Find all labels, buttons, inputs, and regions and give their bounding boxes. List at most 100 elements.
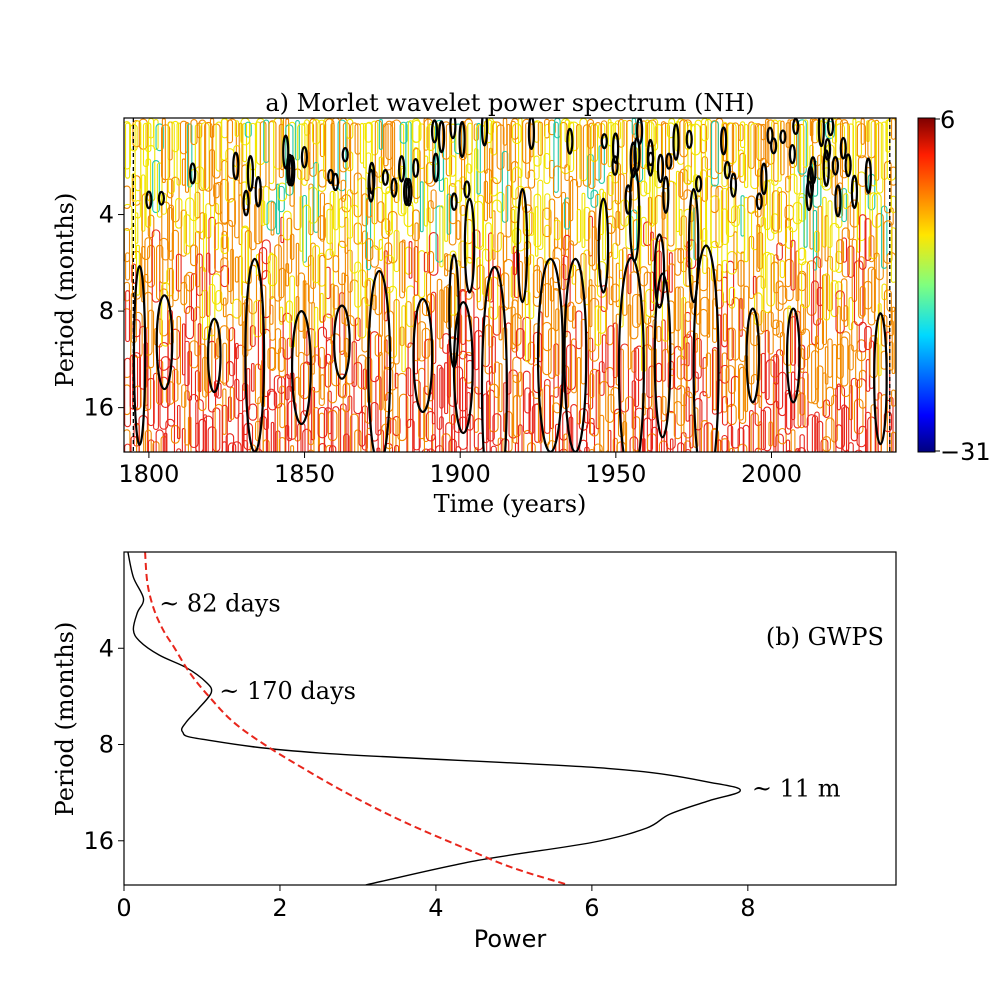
contour [387,210,398,264]
contour [790,239,796,291]
contour [361,193,369,227]
panel-b-plot-area [127,552,741,885]
panel-a-frame [123,117,897,453]
contour [125,252,131,281]
contour [581,192,586,249]
contour [278,436,286,452]
contour [214,222,224,273]
contour [412,379,421,451]
contour [620,343,630,413]
contour [317,406,328,439]
panel-b-annotations: ~ 82 days ~ 170 days ~ 11 m [159,590,841,803]
contour [831,394,838,443]
contour [139,325,148,390]
significance-contour [430,119,439,144]
contour [617,173,625,231]
contour [779,260,786,279]
contour [777,285,788,305]
contour [176,404,181,440]
contour [259,121,267,188]
contour [869,192,878,260]
contour [858,321,867,353]
contour [835,385,846,449]
contour [554,219,561,241]
contour [124,308,132,379]
contour [203,212,207,272]
contour [802,119,809,168]
contour [677,442,685,452]
contour [827,338,833,378]
panel-a-x-label: Time (years) [434,490,587,518]
contour [455,446,462,452]
contour [700,118,709,142]
contour [855,350,863,389]
colorbar-max-label: 6 [940,106,955,134]
y-tick-label: 16 [83,827,114,855]
significance-contour [723,160,731,180]
contour [651,170,658,225]
contour [318,412,325,452]
contour [650,238,659,304]
contour [821,167,832,191]
contour [249,444,256,452]
contour [302,428,312,452]
contour [857,155,868,187]
contour [300,362,310,400]
contour [562,201,570,251]
contour [439,367,444,409]
contour [141,174,146,232]
contour [270,201,275,236]
contour [343,433,350,452]
contour [511,160,519,200]
significance-contour [785,307,801,404]
contour [784,217,792,288]
contour [222,388,227,435]
significance-contours [132,118,888,452]
contour [377,429,385,452]
contour [394,444,400,452]
contour [399,121,408,144]
contour [883,220,893,264]
contour [241,410,248,452]
contour [547,440,557,452]
significance-contour [463,197,476,294]
contour [491,336,496,374]
contour [764,329,770,401]
significance-contour [635,118,644,145]
contour [754,123,762,177]
contour [198,343,207,412]
contour [572,305,576,329]
contour [848,296,854,331]
significance-contour [629,141,637,179]
contour [618,249,624,271]
contour [204,121,213,192]
contour [190,273,198,322]
contour [147,214,155,239]
contour [889,341,894,371]
contour [858,214,867,270]
y-tick-label: 4 [99,201,114,229]
contour [792,201,803,225]
contour [311,354,321,393]
contour [505,184,512,238]
significance-contour [611,155,619,176]
contour [161,282,171,347]
contour [575,310,583,350]
contour [183,274,191,315]
significance-contour [665,152,673,170]
contour [124,185,131,209]
contour [883,289,892,328]
contour [608,171,614,197]
contour [378,119,383,150]
contour [803,175,808,248]
contour [286,217,293,274]
contour [232,441,242,452]
contour [668,252,673,293]
contour [766,179,775,241]
contour [393,299,400,365]
significance-contour [826,118,835,137]
contour [476,122,481,195]
contour [183,214,191,255]
contour [421,448,431,452]
